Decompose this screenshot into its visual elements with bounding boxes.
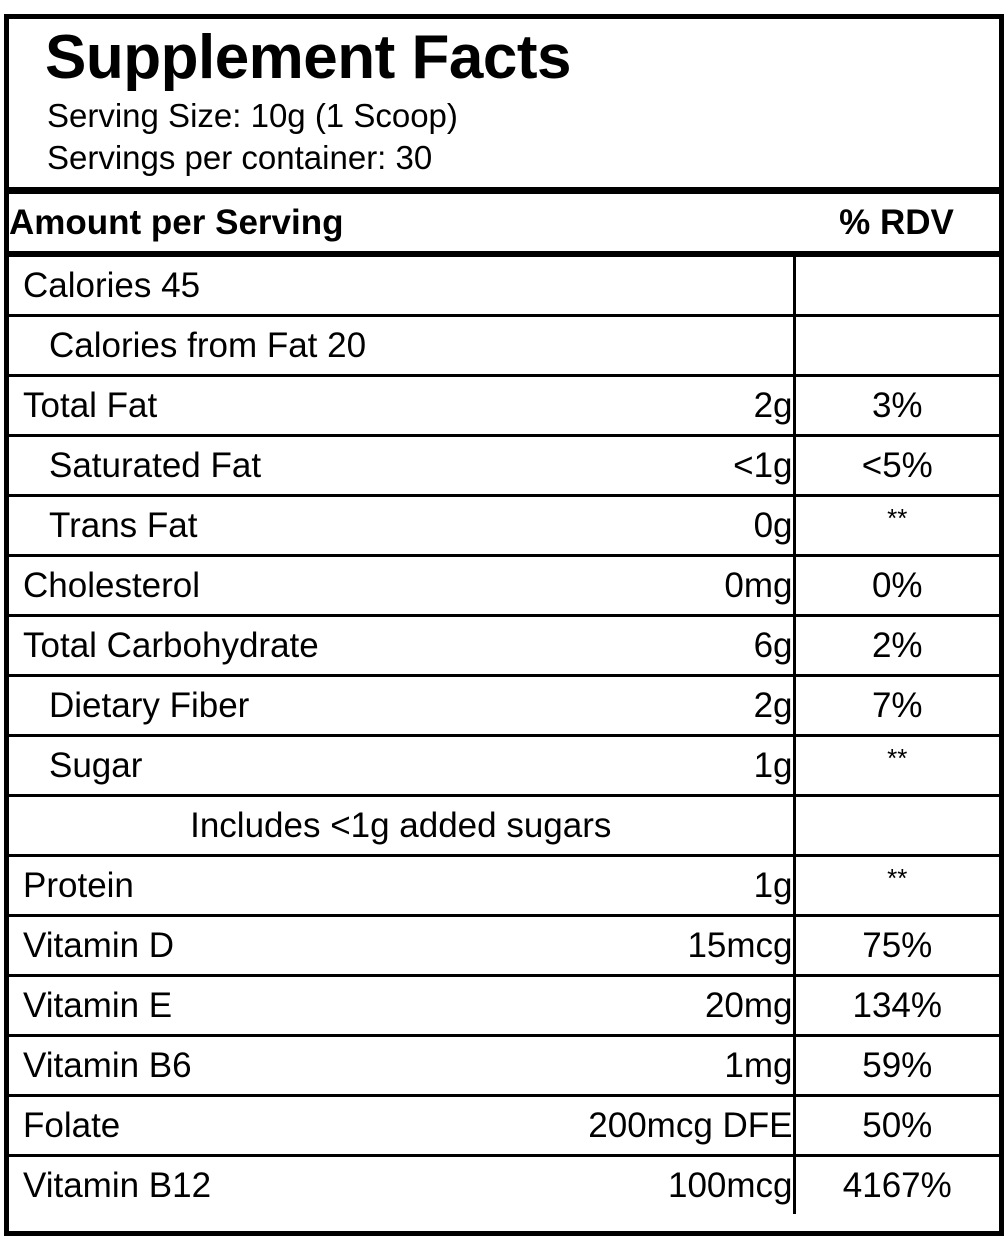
table-row: Folate 200mcg DFE 50% [9,1094,1000,1156]
table-row: Vitamin B6 1mg 59% [9,1034,1000,1096]
nutrient-amount: 0mg [461,554,795,616]
nutrient-name: Vitamin D [9,914,461,976]
nutrient-rdv: 75% [792,914,1000,976]
nutrient-rdv: 134% [792,974,1000,1036]
nutrient-amount: 2g [461,374,795,436]
nutrient-amount: 15mcg [461,914,795,976]
header-divider-thick [9,187,999,195]
nutrient-rdv: ** [792,494,1000,556]
table-row: Vitamin D 15mcg 75% [9,914,1000,976]
nutrient-amount: 1g [461,734,795,796]
nutrient-name: Saturated Fat [9,434,461,496]
nutrient-name: Calories from Fat 20 [9,314,795,376]
nutrient-amount: 0g [461,494,795,556]
table-row: Dietary Fiber 2g 7% [9,674,1000,736]
nutrient-name: Total Carbohydrate [9,614,461,676]
footnote-marker: ** [887,503,908,534]
servings-per-container-text: Servings per container: 30 [47,138,433,176]
nutrient-amount: 100mcg [461,1154,795,1215]
label-header-block: Supplement Facts Serving Size: 10g (1 Sc… [9,19,999,187]
nutrient-name: Protein [9,854,461,916]
page-title: Supplement Facts [45,23,572,92]
nutrient-rdv: 0% [792,554,1000,616]
nutrient-rdv: 4167% [792,1154,1000,1215]
supplement-facts-panel: Supplement Facts Serving Size: 10g (1 Sc… [4,14,1004,1236]
nutrient-rdv: 3% [792,374,1000,436]
table-row: Vitamin B12 100mcg 4167% [9,1154,1000,1215]
table-header-row: Amount per Serving % RDV [9,194,999,254]
nutrient-rdv: 7% [792,674,1000,736]
column-header-amount: Amount per Serving [9,203,344,243]
nutrient-amount: 200mcg DFE [461,1094,795,1156]
footnote-marker: ** [887,743,908,774]
nutrient-rdv [792,314,1000,376]
nutrient-name: Sugar [9,734,461,796]
nutrient-name: Calories 45 [9,251,795,316]
nutrient-rdv: 50% [792,1094,1000,1156]
nutrient-name: Trans Fat [9,494,461,556]
nutrient-amount: 6g [461,614,795,676]
table-row: Protein 1g ** [9,854,1000,916]
nutrient-amount: 1mg [461,1034,795,1096]
nutrient-amount: 20mg [461,974,795,1036]
table-row: Includes <1g added sugars [9,794,1000,856]
nutrition-table: Amount per Serving % RDV Calories 45 Calo… [9,194,1000,1215]
table-row: Vitamin E 20mg 134% [9,974,1000,1036]
nutrient-rdv: 59% [792,1034,1000,1096]
nutrient-name: Vitamin B12 [9,1154,461,1215]
nutrient-name: Includes <1g added sugars [9,794,795,856]
nutrient-rdv [792,794,1000,856]
serving-size-text: Serving Size: 10g (1 Scoop) [47,96,458,134]
table-row: Calories from Fat 20 [9,314,1000,376]
nutrient-rdv: 2% [792,614,1000,676]
table-row: Total Carbohydrate 6g 2% [9,614,1000,676]
nutrient-name: Cholesterol [9,554,461,616]
column-header-rdv: % RDV [839,203,954,243]
nutrient-name: Dietary Fiber [9,674,461,736]
table-row: Cholesterol 0mg 0% [9,554,1000,616]
table-row: Trans Fat 0g ** [9,494,1000,556]
nutrient-rdv: ** [792,854,1000,916]
nutrient-amount: <1g [461,434,795,496]
nutrient-rdv: <5% [792,434,1000,496]
nutrient-name: Folate [9,1094,461,1156]
table-row: Total Fat 2g 3% [9,374,1000,436]
nutrient-amount: 1g [461,854,795,916]
nutrient-name: Vitamin B6 [9,1034,461,1096]
nutrient-amount: 2g [461,674,795,736]
nutrient-name: Total Fat [9,374,461,436]
nutrient-name: Vitamin E [9,974,461,1036]
table-row: Calories 45 [9,251,1000,316]
table-row: Sugar 1g ** [9,734,1000,796]
nutrient-rdv [792,251,1000,316]
nutrient-rdv: ** [792,734,1000,796]
table-row: Saturated Fat <1g <5% [9,434,1000,496]
footnote-marker: ** [887,863,908,894]
